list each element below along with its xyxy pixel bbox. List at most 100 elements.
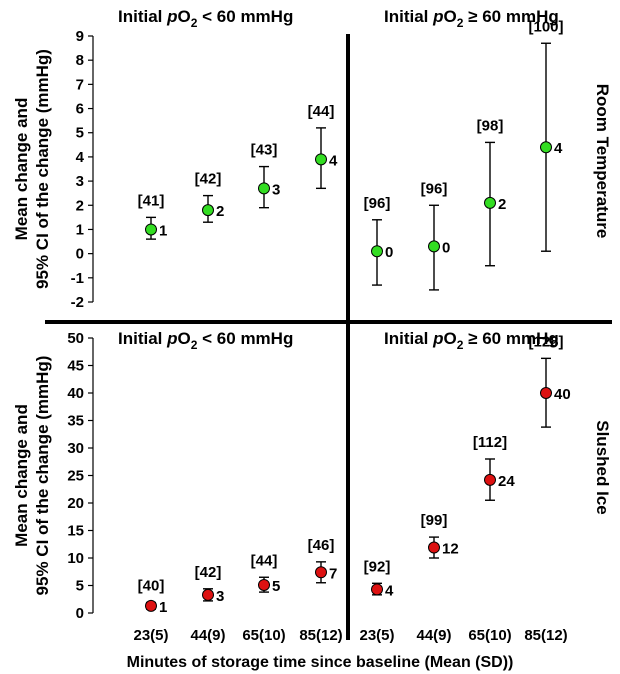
y-tick-label: 5	[76, 125, 84, 142]
title-part: 2	[457, 16, 464, 30]
data-point: 4 [44]	[308, 103, 338, 190]
mean-marker	[202, 588, 214, 601]
x-tick-label: 85(12)	[524, 627, 567, 644]
n-label: [100]	[528, 18, 563, 35]
title-part: O	[178, 329, 191, 348]
n-label: [96]	[421, 180, 448, 197]
data-point: 3 [43]	[251, 142, 280, 209]
title-part: Initial	[384, 329, 433, 348]
y-tick-label: 0	[76, 605, 84, 622]
mean-marker	[540, 387, 552, 399]
x-tick-label: 85(12)	[299, 627, 342, 644]
data-point: 1 [40]	[138, 578, 168, 616]
y-tick-label: 10	[67, 550, 84, 567]
panel-title: Initial pO2 ≥ 60 mmHg	[384, 329, 559, 352]
y-tick-label: 0	[76, 246, 84, 263]
n-label: [44]	[251, 552, 278, 569]
y-tick-label: 4	[76, 149, 85, 166]
n-label: [112]	[473, 434, 507, 451]
title-part: p	[166, 7, 177, 26]
y-tick-label: 20	[67, 495, 84, 512]
mean-marker	[202, 204, 214, 217]
data-point: 1 [41]	[138, 192, 167, 240]
row-side-label: Slushed Ice	[593, 420, 612, 514]
panel-1-0: Initial pO2 < 60 mmHg 1 [40] 3 [42] 5 [44] 7 [46…	[118, 329, 337, 616]
y-tick-label: 50	[67, 330, 84, 347]
x-axis-label: Minutes of storage time since baseline (…	[127, 654, 514, 671]
panel-title: Initial pO2 ≥ 60 mmHg	[384, 7, 559, 30]
x-tick-label: 65(10)	[468, 627, 511, 644]
data-point: 7 [46]	[308, 537, 337, 584]
data-point: 0 [96]	[421, 180, 450, 291]
mean-label: 2	[216, 203, 224, 220]
n-label: [99]	[421, 512, 448, 529]
y-tick-label: 25	[67, 468, 84, 485]
title-part: O	[444, 329, 457, 348]
n-label: [40]	[138, 578, 165, 595]
mean-marker	[145, 223, 157, 236]
data-point: 12 [99]	[421, 512, 459, 559]
mean-label: 4	[554, 140, 563, 157]
y-tick-label: 5	[76, 578, 84, 595]
mean-label: 0	[385, 244, 393, 261]
mean-marker	[145, 599, 157, 612]
y-tick-label: 30	[67, 440, 84, 457]
n-label: [92]	[364, 558, 391, 575]
x-tick-label: 23(5)	[359, 627, 394, 644]
mean-label: 24	[498, 473, 515, 490]
mean-label: 3	[272, 181, 280, 198]
mean-label: 7	[329, 565, 337, 582]
n-label: [43]	[251, 142, 278, 159]
title-part: Initial	[118, 7, 167, 26]
x-tick-label: 44(9)	[416, 627, 451, 644]
data-point: 24 [112]	[473, 434, 515, 501]
title-part: < 60 mmHg	[197, 329, 293, 348]
mean-label: 3	[216, 588, 224, 605]
mean-marker	[315, 566, 327, 579]
row-side-label: Room Temperature	[593, 84, 612, 239]
x-tick-label: 44(9)	[190, 627, 225, 644]
title-part: ≥ 60 mmHg	[463, 7, 558, 26]
y-tick-label: -2	[71, 294, 84, 311]
n-label: [96]	[364, 195, 391, 212]
panel-0-1: Initial pO2 ≥ 60 mmHg0[96]0[96]2[98]4[10…	[364, 7, 564, 291]
y-axis-label: Mean change and	[12, 404, 31, 547]
mean-label: 0	[442, 239, 450, 256]
y-tick-label: -1	[71, 270, 84, 287]
title-part: Initial	[384, 7, 433, 26]
n-label: [46]	[308, 537, 335, 554]
title-part: 2	[457, 338, 464, 352]
mean-marker	[371, 245, 383, 258]
title-part: 2	[191, 338, 198, 352]
mean-marker	[540, 141, 552, 154]
mean-marker	[371, 583, 383, 596]
data-point: 2 [42]	[195, 171, 224, 223]
data-point: 3 [42]	[195, 564, 225, 605]
y-tick-label: 45	[67, 358, 84, 375]
panel-1-1: Initial pO2 ≥ 60 mmHg 4 [92] 12 [99] 24 [112] 4…	[364, 329, 571, 599]
y-tick-label: 40	[67, 385, 84, 402]
data-point: 0 [96]	[364, 195, 393, 286]
mean-label: 1	[159, 222, 167, 239]
mean-marker	[315, 153, 327, 166]
panel-0-0: Initial pO2 < 60 mmHg1[41]2[42]3[43]4[44…	[118, 7, 338, 240]
y-tick-label: 9	[76, 28, 84, 45]
title-part: 2	[191, 16, 198, 30]
mean-label: 1	[159, 599, 167, 616]
y-axis-label: Mean change and	[12, 98, 31, 241]
mean-label: 4	[329, 152, 338, 169]
y-tick-label: 7	[76, 76, 84, 93]
title-part: p	[432, 329, 443, 348]
x-tick-label: 65(10)	[242, 627, 285, 644]
panel-title: Initial pO2 < 60 mmHg	[118, 329, 293, 352]
mean-marker	[258, 182, 270, 195]
row-0: -2 -1 0 1 2 3 4 5 6 7 8 9 Mean change and 95% CI of t…	[12, 7, 612, 311]
title-part: Initial	[118, 329, 167, 348]
x-tick-label: 23(5)	[133, 627, 168, 644]
title-part: O	[178, 7, 191, 26]
mean-marker	[484, 196, 496, 209]
title-part: p	[166, 329, 177, 348]
n-label: [98]	[477, 117, 504, 134]
data-point: 2 [98]	[477, 117, 506, 267]
